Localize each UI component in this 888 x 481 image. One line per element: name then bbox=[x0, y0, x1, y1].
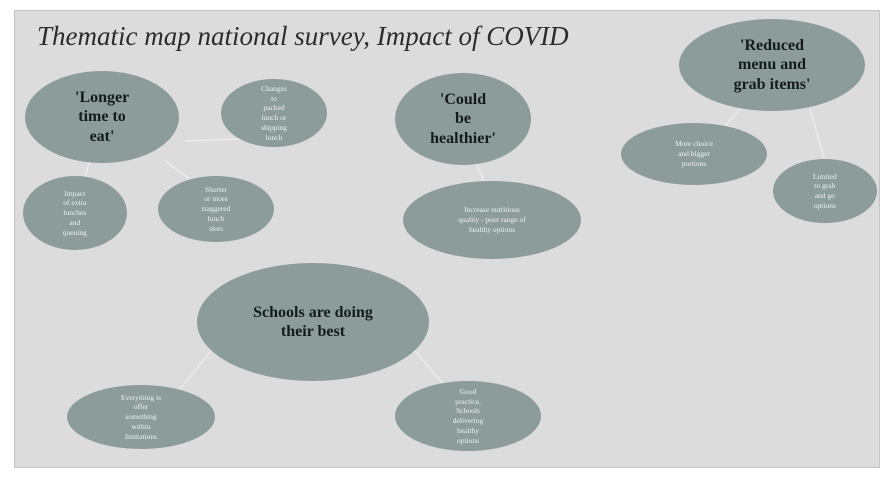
map-title: Thematic map national survey, Impact of … bbox=[37, 21, 569, 51]
subtheme-more-choice: More choice and bigger portions bbox=[621, 123, 767, 185]
subtheme-grab-and-go: Limited to grab and go options bbox=[773, 159, 877, 223]
subtheme-good-practice: Good practice. Schools delivering health… bbox=[395, 381, 541, 451]
connector-reduced-sub2 bbox=[809, 108, 826, 162]
connector-reduced-sub1 bbox=[724, 108, 741, 127]
subtheme-nutritious-quality: Increase nutritious quality - poor range… bbox=[403, 181, 581, 259]
subtheme-staggered-slots: Shorter or more staggered lunch slots bbox=[158, 176, 274, 242]
connector-schools-sub1 bbox=[179, 345, 216, 390]
theme-longer-time: 'Longer time to eat' bbox=[25, 71, 179, 163]
connector-longer-sub1 bbox=[84, 160, 91, 177]
theme-could-be-healthier: 'Could be healthier' bbox=[395, 73, 531, 165]
theme-reduced-menu: 'Reduced menu and grab items' bbox=[679, 19, 865, 111]
connector-schools-sub2 bbox=[414, 350, 446, 387]
subtheme-within-limitations: Everything is offer something within lim… bbox=[67, 385, 215, 449]
connector-lines bbox=[84, 108, 826, 390]
subtheme-extra-lunches: Impact of extra lunches and queuing bbox=[23, 176, 127, 250]
subtheme-changes-lunch: Changes to packed lunch or shipping lunc… bbox=[221, 79, 327, 147]
theme-schools-doing-best: Schools are doing their best bbox=[197, 263, 429, 381]
connector-longer-sub3 bbox=[184, 138, 241, 142]
connector-longer-sub2 bbox=[164, 160, 191, 180]
connector-healthier-sub1 bbox=[474, 160, 486, 184]
thematic-map-slide: Thematic map national survey, Impact of … bbox=[14, 10, 880, 468]
